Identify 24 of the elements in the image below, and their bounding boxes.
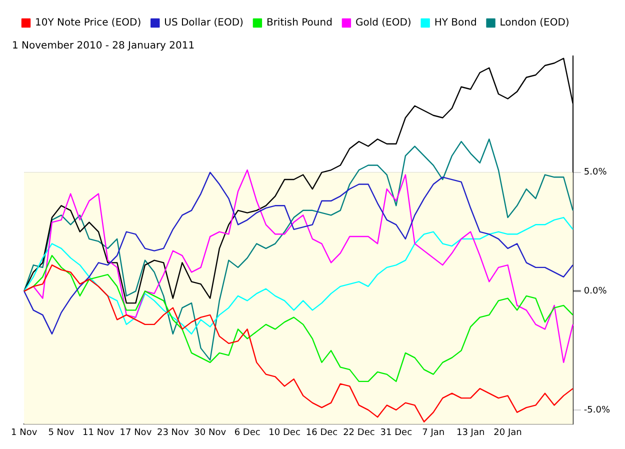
legend-label: 10Y Note Price (EOD): [35, 18, 142, 29]
legend-label: US Dollar (EOD): [164, 18, 244, 29]
x-tick-label: 7 Jan: [422, 428, 445, 438]
legend-label: British Pound: [266, 18, 332, 29]
x-tick-label: 1 Nov: [11, 428, 38, 438]
x-tick-label: 13 Jan: [456, 428, 485, 438]
x-tick-label: 30 Nov: [194, 428, 227, 438]
x-tick-label: 5 Nov: [48, 428, 76, 438]
y-tick-label: 5.0%: [584, 168, 608, 178]
x-tick-label: 6 Dec: [234, 428, 260, 438]
x-tick-label: 16 Dec: [306, 428, 338, 438]
x-tick-label: 22 Dec: [343, 428, 375, 438]
legend-label: HY Bond: [434, 18, 477, 29]
chart-title: 1 November 2010 - 28 January 2011: [12, 40, 195, 52]
x-tick-label: 11 Nov: [82, 428, 116, 438]
x-tick-label: 17 Nov: [120, 428, 152, 438]
legend-label: London (EOD): [500, 18, 570, 29]
y-tick-label: -5.0%: [584, 405, 610, 416]
x-tick-label: 23 Nov: [156, 428, 190, 438]
x-tick-label: 20 Jan: [494, 428, 522, 438]
x-tick-label: 10 Dec: [268, 428, 300, 438]
x-tick-label: 31 Dec: [380, 428, 412, 438]
legend-label: Gold (EOD): [355, 18, 412, 29]
y-tick-label: 0.0%: [584, 286, 608, 297]
